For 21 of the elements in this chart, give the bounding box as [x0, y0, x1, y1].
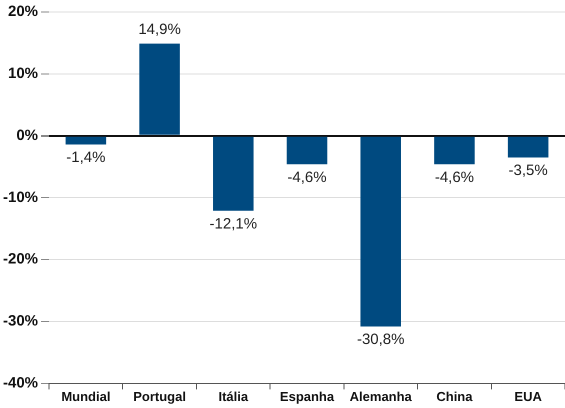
x-tick-label: Alemanha — [350, 388, 413, 404]
data-label: -1,4% — [66, 149, 106, 166]
x-tick-label: Mundial — [61, 388, 110, 404]
y-tick-label: -20% — [2, 250, 38, 268]
data-label: 14,9% — [138, 21, 181, 38]
y-tick-label: 20% — [8, 3, 38, 20]
y-tick-label: -40% — [2, 374, 38, 392]
x-tick-label: Itália — [218, 388, 249, 404]
y-tick-label: -10% — [2, 188, 38, 206]
data-label: -12,1% — [210, 215, 258, 232]
x-tick-label: EUA — [514, 388, 542, 404]
y-tick-label: -30% — [2, 312, 38, 330]
data-label: -30,8% — [356, 331, 404, 348]
y-tick-label: 0% — [16, 126, 38, 144]
data-label: -4,6% — [287, 168, 327, 186]
data-label: -3,5% — [508, 162, 548, 180]
x-tick-label: China — [436, 388, 474, 404]
x-tick-label: Espanha — [280, 388, 335, 404]
data-label: -4,6% — [434, 168, 474, 186]
x-tick-label: Portugal — [133, 388, 186, 404]
y-tick-label: 10% — [8, 65, 38, 82]
